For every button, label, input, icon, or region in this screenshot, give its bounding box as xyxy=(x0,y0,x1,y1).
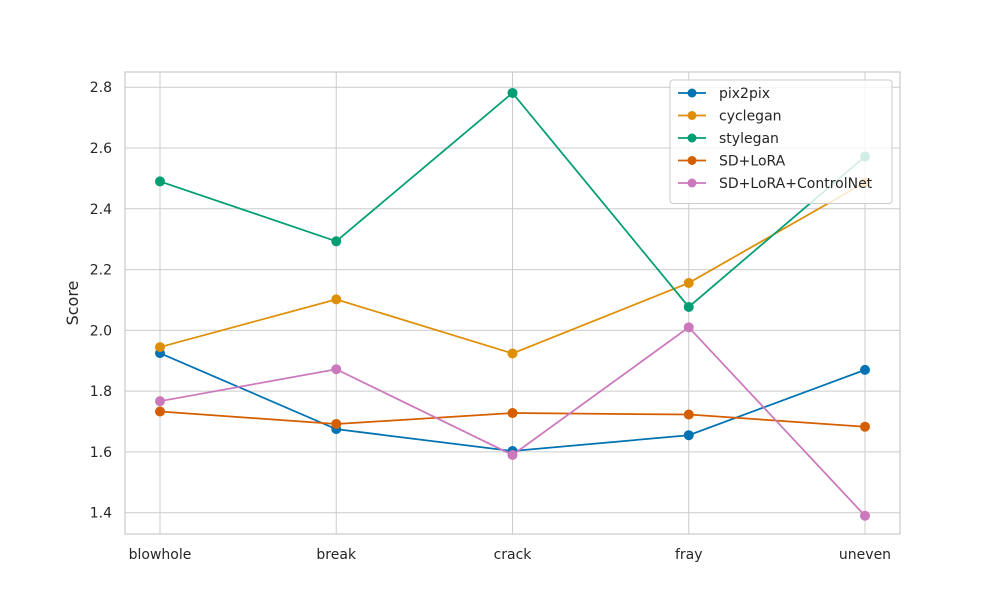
y-tick-label: 1.8 xyxy=(90,384,112,400)
data-point xyxy=(331,294,342,305)
data-point xyxy=(507,449,518,460)
legend-box xyxy=(669,79,893,204)
data-point xyxy=(155,176,165,187)
data-point xyxy=(155,406,165,417)
data-point xyxy=(683,301,694,312)
series-sd-lora-controlnet xyxy=(155,322,870,521)
x-tick-label: break xyxy=(316,547,357,563)
x-tick-label: fray xyxy=(675,547,703,563)
data-point xyxy=(507,348,518,359)
y-tick-label: 2.6 xyxy=(90,141,112,157)
y-tick-label: 2.8 xyxy=(90,80,112,96)
data-point xyxy=(155,342,165,353)
legend-swatch-marker xyxy=(687,156,697,165)
y-tick-label: 1.6 xyxy=(90,445,112,461)
data-point xyxy=(155,396,165,407)
x-tick-label: uneven xyxy=(839,547,891,563)
data-point xyxy=(507,87,518,98)
legend-swatch-marker xyxy=(687,111,697,120)
x-tick-labels: blowhole break crack fray uneven xyxy=(129,547,891,563)
legend-label: stylegan xyxy=(719,131,779,147)
data-point xyxy=(683,430,694,441)
legend-swatch-marker xyxy=(687,178,697,188)
data-point xyxy=(683,322,694,333)
legend-swatch-marker xyxy=(687,133,697,143)
data-point xyxy=(331,364,342,375)
data-point xyxy=(331,236,342,247)
legend-swatch-marker xyxy=(687,88,697,98)
legend-label: SD+LoRA+ControlNet xyxy=(719,176,873,192)
series-sd-lora xyxy=(155,406,870,432)
data-point xyxy=(860,510,870,521)
legend-label: pix2pix xyxy=(719,86,770,102)
data-point xyxy=(331,418,342,429)
data-point xyxy=(507,408,518,419)
data-point xyxy=(683,277,694,288)
y-tick-label: 1.4 xyxy=(90,506,112,522)
data-point xyxy=(860,421,870,432)
y-tick-labels: 1.4 1.6 1.8 2.0 2.2 2.4 2.6 2.8 xyxy=(90,80,112,522)
x-tick-label: blowhole xyxy=(129,547,192,563)
legend: pix2pix cyclegan stylegan SD+LoRA SD+LoRA+Co… xyxy=(669,79,893,204)
x-tick-label: crack xyxy=(494,547,533,563)
legend-label: SD+LoRA xyxy=(719,154,786,170)
y-tick-label: 2.2 xyxy=(90,263,112,279)
plot-border xyxy=(124,71,901,535)
y-axis-label: Score xyxy=(63,281,82,326)
y-tick-label: 2.4 xyxy=(90,202,112,218)
y-tick-label: 2.0 xyxy=(90,323,112,339)
y-gridlines xyxy=(125,86,900,514)
series-layer xyxy=(155,87,870,521)
legend-label: cyclegan xyxy=(719,109,782,125)
data-point xyxy=(683,409,694,420)
data-point xyxy=(860,364,870,375)
